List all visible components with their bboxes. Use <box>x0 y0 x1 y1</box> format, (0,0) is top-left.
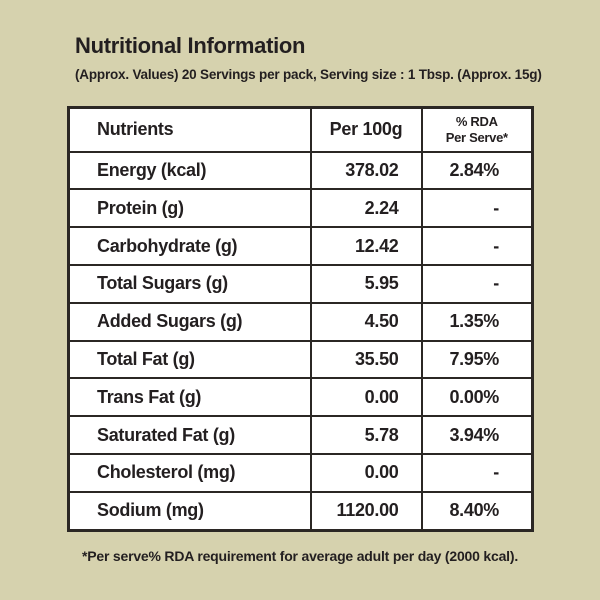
per-100g-value-cell: 5.95 <box>309 263 423 304</box>
table-row: Saturated Fat (g) 5.78 3.94% <box>67 415 534 455</box>
rda-value-cell: - <box>420 263 534 304</box>
table-row: Protein (g) 2.24- <box>67 188 534 229</box>
table-header-row: Nutrients Per 100g % RDA Per Serve* <box>67 106 534 153</box>
nutrient-name-cell: Saturated Fat (g) <box>67 415 312 455</box>
nutrient-name-cell: Trans Fat (g) <box>67 377 312 418</box>
per-100g-value-cell: 0.00 <box>309 453 423 493</box>
page-title: Nutritional Information <box>75 33 306 58</box>
table-row: Total Fat (g) 35.50 7.95% <box>67 339 534 380</box>
nutrient-name-cell: Sodium (mg) <box>67 490 312 532</box>
rda-value-cell: 7.95% <box>420 339 534 380</box>
column-header-per-100g: Per 100g <box>309 106 423 153</box>
column-header-nutrients: Nutrients <box>67 106 312 153</box>
table-row: Added Sugars (g) 4.50 1.35% <box>67 301 534 342</box>
per-100g-value-cell: 0.00 <box>309 377 423 418</box>
nutrient-name-cell: Added Sugars (g) <box>67 301 312 342</box>
per-100g-value-cell: 35.50 <box>309 339 423 380</box>
rda-value-cell: - <box>420 226 534 266</box>
table-row: Sodium (mg) 1120.00 8.40% <box>67 490 534 532</box>
rda-value-cell: 8.40% <box>420 490 534 532</box>
rda-value-cell: 0.00% <box>420 377 534 418</box>
per-100g-value-cell: 5.78 <box>309 415 423 455</box>
per-100g-value-cell: 2.24 <box>309 188 423 229</box>
table-row: Total Sugars (g) 5.95- <box>67 263 534 304</box>
rda-value-cell: 3.94% <box>420 415 534 455</box>
nutrient-name-cell: Cholesterol (mg) <box>67 453 312 493</box>
column-header-rda-line2: Per Serve* <box>445 129 508 145</box>
serving-info-subtitle: (Approx. Values) 20 Servings per pack, S… <box>75 67 542 82</box>
per-100g-value-cell: 12.42 <box>309 226 423 266</box>
per-100g-value-cell: 4.50 <box>309 301 423 342</box>
nutrient-name-cell: Total Fat (g) <box>67 339 312 380</box>
column-header-rda-per-serve: % RDA Per Serve* <box>420 106 534 153</box>
table-row: Cholesterol (mg) 0.00- <box>67 453 534 493</box>
per-100g-value-cell: 1120.00 <box>309 490 423 532</box>
rda-footnote: *Per serve% RDA requirement for average … <box>81 548 519 564</box>
rda-value-cell: 1.35% <box>420 301 534 342</box>
rda-value-cell: - <box>420 453 534 493</box>
table-row: Trans Fat (g) 0.00 0.00% <box>67 377 534 418</box>
per-100g-value-cell: 378.02 <box>309 150 423 191</box>
nutrition-table: Nutrients Per 100g % RDA Per Serve* Ener… <box>67 106 534 532</box>
nutrient-name-cell: Total Sugars (g) <box>67 263 312 304</box>
column-header-rda-line1: % RDA <box>455 114 498 130</box>
nutrient-name-cell: Energy (kcal) <box>67 150 312 191</box>
rda-value-cell: 2.84% <box>420 150 534 191</box>
table-row: Energy (kcal) 378.02 2.84% <box>67 150 534 191</box>
nutrient-name-cell: Carbohydrate (g) <box>67 226 312 266</box>
table-row: Carbohydrate (g) 12.42- <box>67 226 534 266</box>
nutrient-name-cell: Protein (g) <box>67 188 312 229</box>
rda-value-cell: - <box>420 188 534 229</box>
